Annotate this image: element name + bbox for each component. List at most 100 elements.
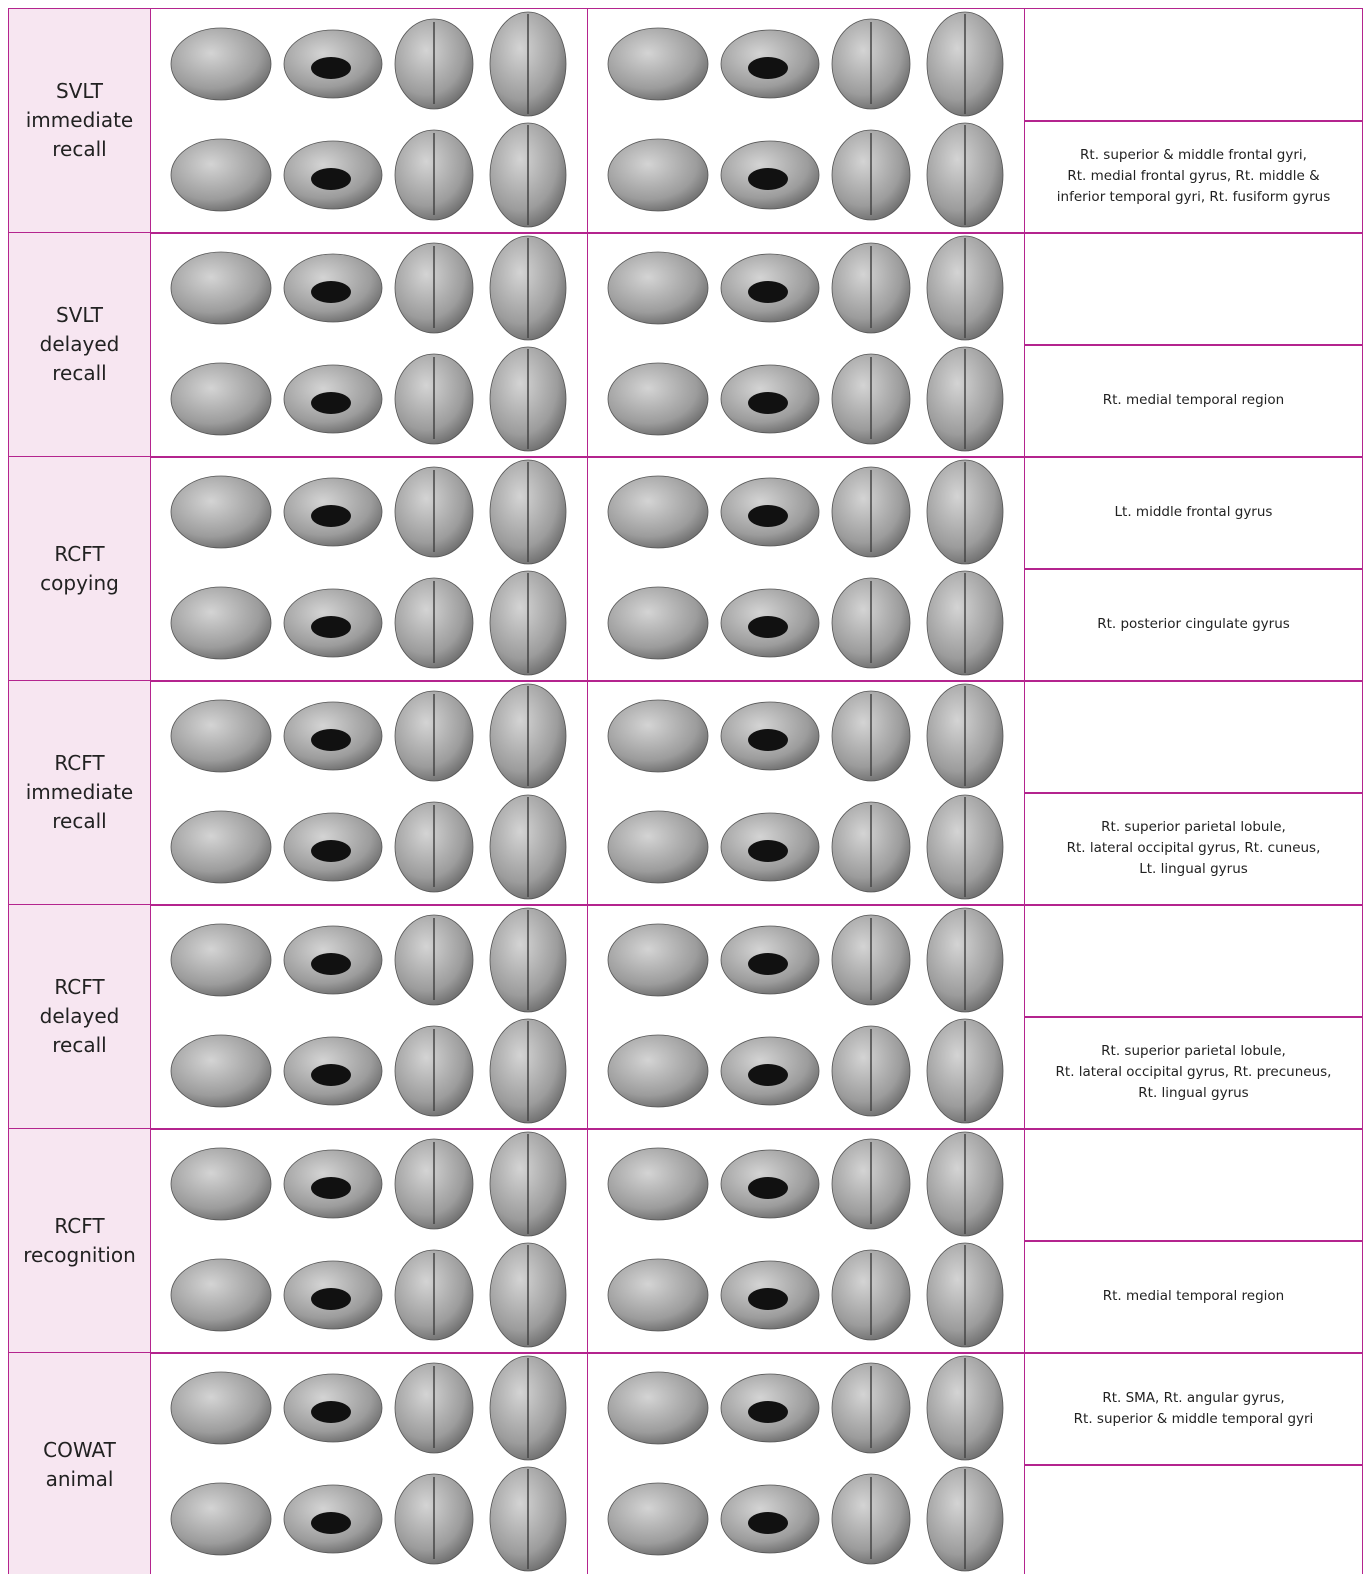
brain-lateral	[607, 1371, 709, 1445]
brain-lateral	[607, 138, 709, 212]
brain-views	[607, 683, 1004, 900]
region-cell: Rt. medial temporal region	[1024, 1240, 1363, 1354]
brain-ventricle	[311, 392, 351, 414]
brain-views	[170, 907, 567, 1124]
text-line: immediate	[25, 780, 134, 805]
brain-views	[170, 1131, 567, 1348]
text-line: Rt. medial frontal gyrus, Rt. middle &	[1067, 168, 1320, 185]
brain-views	[607, 1131, 1004, 1348]
brain-lateral	[170, 475, 272, 549]
row-label: SVLT delayed recall	[8, 232, 151, 458]
region-cell	[1024, 1128, 1363, 1242]
brain-lateral	[170, 1258, 272, 1332]
brain-ventricle	[748, 953, 788, 975]
image-cell	[150, 1352, 588, 1574]
brain-lateral	[607, 27, 709, 101]
image-cell	[587, 904, 1025, 1130]
brain-ventricle	[311, 1288, 351, 1310]
brain-ventricle	[748, 57, 788, 79]
text-line: Lt. lingual gyrus	[1139, 861, 1248, 878]
text-line: RCFT	[54, 541, 105, 566]
text-line: copying	[40, 570, 119, 595]
brain-ventricle	[748, 1512, 788, 1534]
brain-ventricle	[748, 729, 788, 751]
text-line: SVLT	[56, 79, 103, 104]
text-line: delayed	[39, 332, 120, 357]
text-line: recognition	[23, 1242, 136, 1267]
brain-lateral	[607, 251, 709, 325]
region-cell	[1024, 1464, 1363, 1574]
region-cell	[1024, 680, 1363, 794]
image-cell	[150, 904, 588, 1130]
brain-views	[607, 235, 1004, 452]
image-cell	[150, 232, 588, 458]
text-line: Rt. lateral occipital gyrus, Rt. cuneus,	[1066, 840, 1321, 857]
brain-ventricle	[748, 1064, 788, 1086]
brain-ventricle	[311, 168, 351, 190]
text-line: recall	[52, 361, 107, 386]
text-line: delayed	[39, 1004, 120, 1029]
brain-ventricle	[748, 505, 788, 527]
brain-ventricle	[311, 1064, 351, 1086]
brain-ventricle	[748, 616, 788, 638]
text-line: inferior temporal gyri, Rt. fusiform gyr…	[1056, 189, 1331, 206]
brain-views	[170, 1355, 567, 1572]
brain-views	[607, 459, 1004, 676]
region-cell: Rt. superior parietal lobule, Rt. lateral…	[1024, 792, 1363, 906]
brain-lateral	[607, 586, 709, 660]
region-cell: Rt. superior & middle frontal gyri, Rt. m…	[1024, 120, 1363, 234]
text-line: Rt. superior parietal lobule,	[1101, 819, 1286, 836]
row-label: RCFT recognition	[8, 1128, 151, 1354]
brain-lateral	[170, 586, 272, 660]
brain-views	[170, 459, 567, 676]
image-cell	[150, 680, 588, 906]
brain-ventricle	[748, 168, 788, 190]
brain-lateral	[607, 362, 709, 436]
text-line: Rt. medial temporal region	[1102, 392, 1285, 409]
brain-lateral	[170, 251, 272, 325]
region-cell	[1024, 904, 1363, 1018]
brain-views	[607, 907, 1004, 1124]
brain-lateral	[607, 475, 709, 549]
text-line: Rt. superior & middle temporal gyri	[1073, 1410, 1314, 1427]
region-cell	[1024, 8, 1363, 122]
brain-ventricle	[748, 1177, 788, 1199]
row-label: RCFT immediate recall	[8, 680, 151, 906]
brain-ventricle	[311, 505, 351, 527]
image-cell	[150, 456, 588, 682]
brain-ventricle	[748, 281, 788, 303]
text-line: Rt. superior & middle frontal gyri,	[1080, 147, 1307, 164]
image-cell	[587, 1352, 1025, 1574]
image-cell	[587, 232, 1025, 458]
brain-views	[170, 235, 567, 452]
text-line: recall	[52, 137, 107, 162]
image-cell	[587, 456, 1025, 682]
text-line: Rt. SMA, Rt. angular gyrus,	[1102, 1389, 1285, 1406]
brain-ventricle	[311, 840, 351, 862]
region-cell: Rt. superior parietal lobule, Rt. lateral…	[1024, 1016, 1363, 1130]
brain-ventricle	[748, 1401, 788, 1423]
text-line: Rt. superior parietal lobule,	[1101, 1043, 1286, 1060]
text-line: Rt. medial temporal region	[1102, 1288, 1285, 1305]
brain-lateral	[170, 1482, 272, 1556]
brain-ventricle	[311, 1512, 351, 1534]
brain-ventricle	[311, 57, 351, 79]
region-cell: Lt. middle frontal gyrus	[1024, 456, 1363, 570]
brain-ventricle	[748, 840, 788, 862]
brain-lateral	[607, 1034, 709, 1108]
image-cell	[150, 1128, 588, 1354]
brain-ventricle	[311, 1177, 351, 1199]
region-cell	[1024, 232, 1363, 346]
text-line: RCFT	[54, 751, 105, 776]
row-label: COWAT animal	[8, 1352, 151, 1574]
brain-lateral	[170, 27, 272, 101]
row-label: SVLT immediate recall	[8, 8, 151, 234]
brain-lateral	[607, 810, 709, 884]
text-line: Lt. middle frontal gyrus	[1114, 504, 1273, 521]
image-cell	[150, 8, 588, 234]
brain-lateral	[170, 362, 272, 436]
brain-views	[607, 1355, 1004, 1572]
region-cell: Rt. medial temporal region	[1024, 344, 1363, 458]
text-line: RCFT	[54, 975, 105, 1000]
